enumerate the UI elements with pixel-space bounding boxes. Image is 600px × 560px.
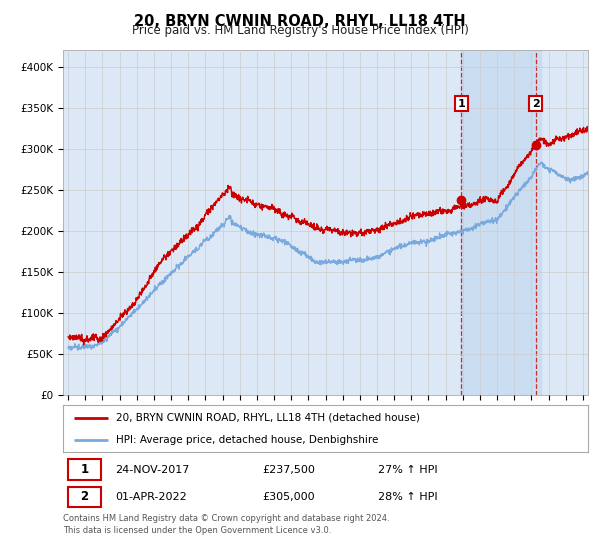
Bar [68,459,101,480]
Text: 2: 2 [80,491,89,503]
Text: 1: 1 [458,99,465,109]
Text: 24-NOV-2017: 24-NOV-2017 [115,465,190,474]
Text: 27% ↑ HPI: 27% ↑ HPI [378,465,437,474]
Text: 20, BRYN CWNIN ROAD, RHYL, LL18 4TH (detached house): 20, BRYN CWNIN ROAD, RHYL, LL18 4TH (det… [115,413,419,423]
Text: Contains HM Land Registry data © Crown copyright and database right 2024.
This d: Contains HM Land Registry data © Crown c… [63,514,389,535]
Text: 20, BRYN CWNIN ROAD, RHYL, LL18 4TH: 20, BRYN CWNIN ROAD, RHYL, LL18 4TH [134,14,466,29]
Text: Price paid vs. HM Land Registry's House Price Index (HPI): Price paid vs. HM Land Registry's House … [131,24,469,37]
Text: 2: 2 [532,99,539,109]
Text: HPI: Average price, detached house, Denbighshire: HPI: Average price, detached house, Denb… [115,435,378,445]
Text: £237,500: £237,500 [263,465,316,474]
Text: 1: 1 [80,463,89,476]
Bar [461,50,541,395]
Text: 28% ↑ HPI: 28% ↑ HPI [378,492,437,502]
Bar [68,487,101,507]
Text: £305,000: £305,000 [263,492,315,502]
Text: 01-APR-2022: 01-APR-2022 [115,492,187,502]
